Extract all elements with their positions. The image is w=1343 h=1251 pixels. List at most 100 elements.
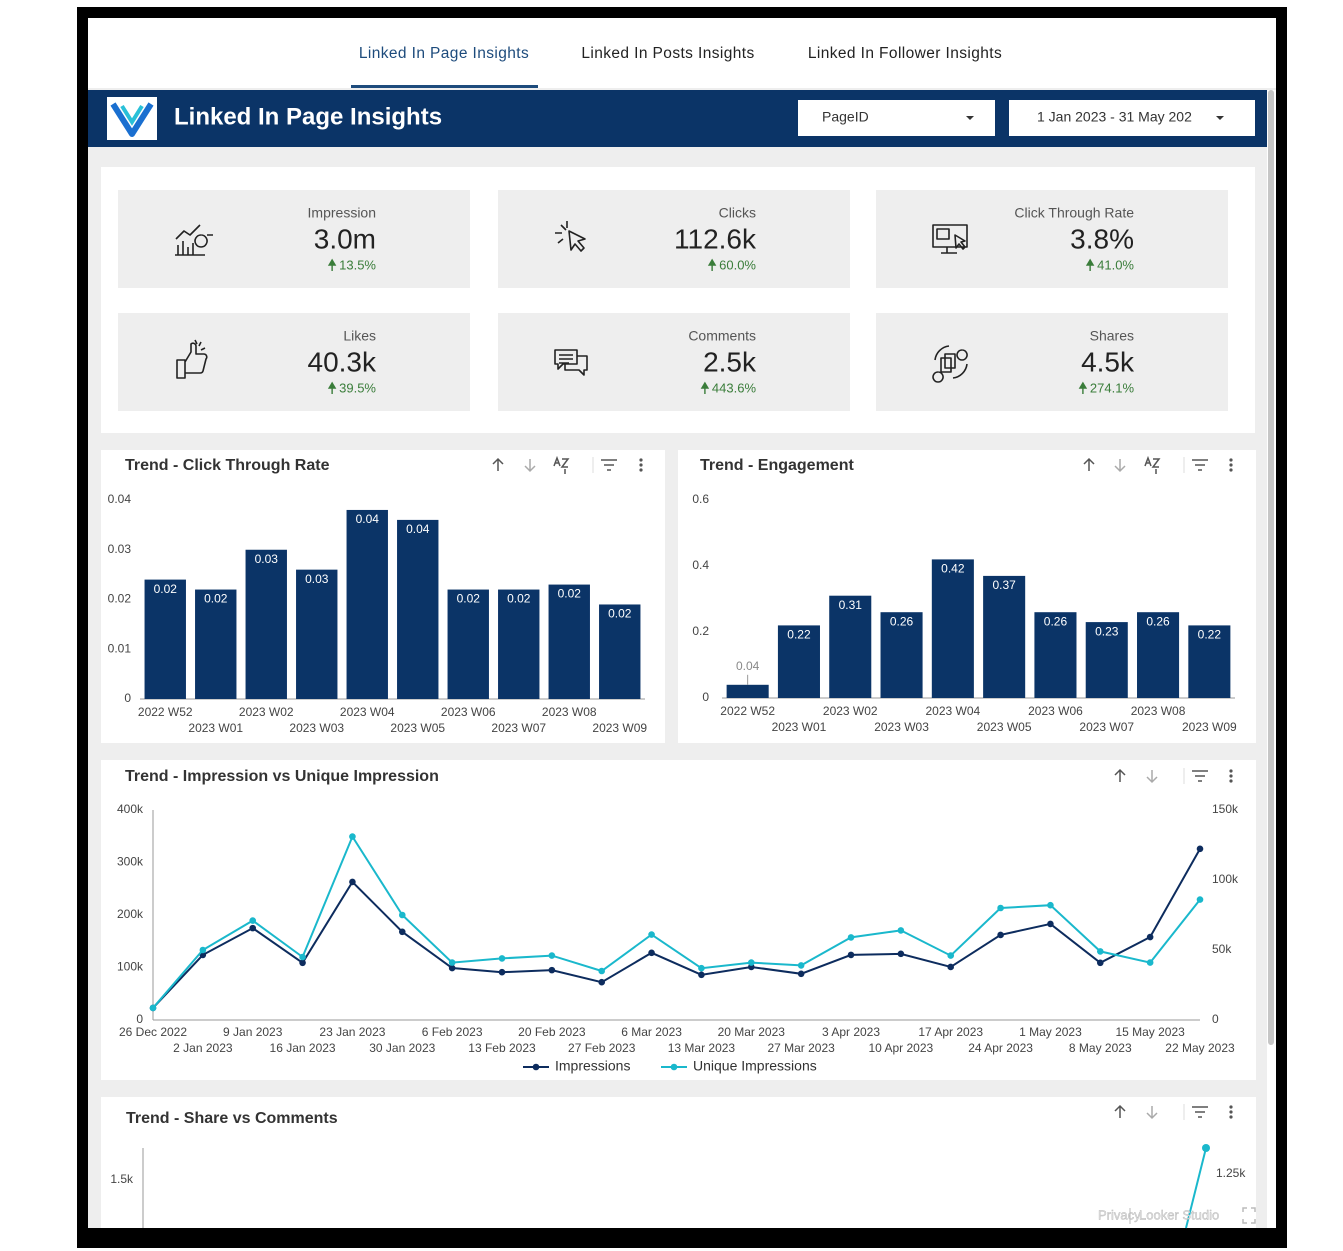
y-tick-label: 100k [117, 960, 144, 974]
chart-title: Trend - Click Through Rate [125, 457, 330, 474]
more-button[interactable] [1229, 1115, 1233, 1119]
filter-button[interactable] [1192, 770, 1208, 782]
bar [346, 509, 388, 699]
more-button[interactable] [639, 463, 643, 467]
data-point [498, 968, 506, 976]
more-button[interactable] [1229, 468, 1233, 472]
y-tick-label: 0.03 [108, 542, 132, 556]
bar [726, 684, 769, 698]
more-button[interactable] [1229, 1105, 1233, 1109]
x-tick-label: 10 Apr 2023 [868, 1041, 933, 1055]
data-point [249, 924, 257, 932]
sort-ascending-button[interactable] [1114, 768, 1126, 782]
data-point [648, 931, 655, 938]
filter-button[interactable] [601, 459, 617, 471]
page-filter-text[interactable]: PageID [822, 109, 869, 125]
data-label: 0.23 [1095, 624, 1119, 638]
kpi-icon [175, 224, 213, 256]
bar [1137, 612, 1180, 698]
data-label: 0.26 [1044, 614, 1068, 628]
tab[interactable]: Linked In Follower Insights [808, 45, 1002, 62]
date-filter[interactable] [1009, 100, 1255, 136]
x-tick-label: 2023 W04 [340, 705, 395, 719]
data-point [1047, 901, 1054, 909]
page-filter[interactable] [798, 100, 995, 136]
tab[interactable]: Linked In Page Insights [359, 45, 529, 62]
legend-dot [532, 1063, 540, 1071]
data-label: 0.22 [1198, 628, 1222, 642]
x-tick-label: 2023 W01 [772, 720, 827, 734]
sort-ascending-button[interactable] [492, 457, 504, 471]
data-label: 0.31 [839, 598, 863, 612]
kpi-label: Likes [343, 328, 376, 344]
x-tick-label: 15 May 2023 [1115, 1025, 1185, 1039]
date-filter-text[interactable]: 1 Jan 2023 - 31 May 202 [1037, 109, 1192, 125]
legend-label[interactable]: Unique Impressions [693, 1058, 817, 1074]
more-button[interactable] [639, 458, 643, 462]
more-button[interactable] [1229, 1110, 1233, 1114]
kpi-change: 274.1% [1090, 380, 1135, 395]
more-button[interactable] [1229, 463, 1233, 467]
sort-descending-button[interactable] [1146, 770, 1158, 784]
x-tick-label: 23 Jan 2023 [319, 1025, 385, 1039]
data-point [947, 952, 955, 959]
x-tick-label: 20 Mar 2023 [718, 1025, 786, 1039]
legend-label[interactable]: Impressions [555, 1058, 630, 1074]
filter-button[interactable] [1192, 1106, 1208, 1118]
sort-az-button[interactable] [553, 455, 570, 474]
chart-title: Trend - Impression vs Unique Impression [125, 768, 439, 785]
data-point [997, 904, 1004, 912]
y-tick-label: 400k [117, 802, 144, 816]
data-point [598, 978, 606, 986]
footer-brand[interactable]: Looker Studio [1139, 1207, 1220, 1222]
y2-tick-label: 0 [1212, 1012, 1219, 1026]
sort-ascending-button[interactable] [1114, 1104, 1126, 1118]
x-tick-label: 2023 W07 [1079, 720, 1134, 734]
x-tick-label: 9 Jan 2023 [223, 1025, 283, 1039]
series-line [152, 848, 1201, 1009]
sort-az-button[interactable] [1144, 455, 1161, 474]
data-point [548, 966, 556, 974]
more-button[interactable] [1229, 774, 1233, 778]
x-tick-label: 3 Apr 2023 [822, 1025, 880, 1039]
data-point [947, 963, 955, 971]
more-button[interactable] [1229, 779, 1233, 783]
data-point [398, 928, 406, 936]
tab[interactable]: Linked In Posts Insights [581, 45, 754, 62]
up-arrow [327, 381, 337, 394]
footer-privacy[interactable]: Privacy [1098, 1207, 1142, 1222]
sort-ascending-button[interactable] [1083, 457, 1095, 471]
kpi-value: 4.5k [1081, 346, 1135, 377]
kpi-tile [498, 190, 850, 288]
bar [1034, 612, 1077, 698]
x-tick-label: 2023 W09 [592, 721, 647, 735]
partial-line [1185, 1147, 1207, 1229]
kpi-label: Shares [1090, 328, 1134, 344]
data-label: 0.02 [507, 592, 531, 606]
kpi-change: 60.0% [719, 257, 756, 272]
data-point [149, 1004, 157, 1012]
sort-descending-button[interactable] [1114, 459, 1126, 473]
dropdown-caret[interactable] [966, 116, 974, 120]
x-tick-label: 2023 W05 [390, 721, 445, 735]
dropdown-caret[interactable] [1216, 116, 1224, 120]
more-button[interactable] [639, 468, 643, 472]
data-point [349, 878, 356, 886]
partial-point [1202, 1144, 1210, 1152]
scrollbar[interactable] [1268, 90, 1274, 1045]
y-tick-label: 0.04 [108, 492, 132, 506]
header-title: Linked In Page Insights [174, 103, 442, 130]
filter-button[interactable] [1192, 459, 1208, 471]
data-label: 0.02 [154, 582, 178, 596]
fullscreen-icon[interactable] [1242, 1207, 1256, 1224]
more-button[interactable] [1229, 458, 1233, 462]
y-tick-label: 1.5k [110, 1172, 134, 1186]
kpi-value: 2.5k [703, 346, 757, 377]
x-tick-label: 2 Jan 2023 [173, 1041, 233, 1055]
sort-descending-button[interactable] [1146, 1106, 1158, 1120]
sort-descending-button[interactable] [524, 459, 536, 473]
kpi-change: 443.6% [712, 380, 757, 395]
kpi-change: 39.5% [339, 380, 376, 395]
data-point [797, 962, 805, 969]
more-button[interactable] [1229, 769, 1233, 773]
